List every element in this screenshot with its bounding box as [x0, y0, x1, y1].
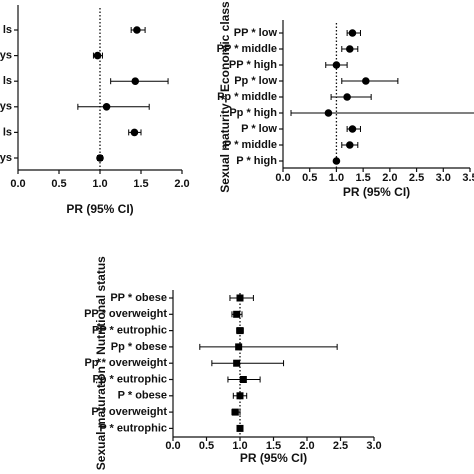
category-label: PP * middle: [217, 43, 277, 55]
category-label: PP * high: [229, 59, 277, 71]
x-tick-label: 0.0: [10, 178, 25, 190]
point: [236, 424, 244, 432]
category-label: ys: [0, 101, 12, 113]
point: [93, 51, 102, 60]
panel: [77, 8, 169, 170]
x-tick-label: 0.0: [275, 172, 290, 184]
x-axis-label: PR (95% CI): [240, 451, 307, 465]
category-label: Pp * obese: [111, 341, 167, 353]
x-tick-label: 0.5: [302, 172, 317, 184]
x-tick-label: 3.0: [436, 172, 451, 184]
category-label: ls: [3, 75, 12, 87]
x-tick-label: 3.0: [366, 440, 381, 452]
x-axis-label: PR (95% CI): [343, 185, 410, 199]
point: [343, 93, 351, 101]
x-tick-label: 0.0: [165, 440, 180, 452]
category-label: Pp * eutrophic: [92, 373, 167, 385]
point: [345, 141, 354, 149]
category-label: ls: [3, 126, 12, 138]
point: [102, 103, 111, 111]
point: [236, 327, 244, 335]
point: [348, 29, 357, 37]
point: [131, 77, 140, 85]
x-tick-label: 0.5: [199, 440, 214, 452]
category-label: P * overweight: [91, 406, 167, 418]
x-tick-label: 2.0: [174, 178, 189, 190]
x-tick-label: 2.5: [333, 440, 348, 452]
x-tick-label: 2.0: [382, 172, 397, 184]
category-label: P * high: [236, 155, 277, 167]
x-tick-label: 2.5: [409, 172, 424, 184]
point: [96, 154, 104, 162]
x-tick-label: 3.5: [462, 172, 474, 184]
point: [233, 310, 241, 318]
category-label: Pp * overweight: [84, 357, 167, 369]
category-label: P * middle: [224, 139, 277, 151]
category-label: PP * overweight: [84, 308, 167, 320]
point: [233, 359, 241, 367]
point: [345, 45, 354, 53]
x-tick-label: 1.5: [266, 440, 281, 452]
x-tick-label: 2.0: [299, 440, 314, 452]
point: [236, 294, 244, 302]
x-tick-label: 1.0: [92, 178, 107, 190]
category-label: P * obese: [118, 390, 167, 402]
category-label: Pp * high: [229, 107, 277, 119]
category-label: ls: [3, 24, 12, 36]
category-label: Pp * low: [234, 75, 277, 87]
x-tick-label: 0.5: [51, 178, 66, 190]
panel: [199, 293, 338, 437]
point: [231, 408, 239, 416]
category-label: PP * eutrophic: [92, 325, 167, 337]
point: [236, 392, 244, 400]
x-tick-label: 1.0: [329, 172, 344, 184]
x-tick-label: 1.5: [355, 172, 370, 184]
y-axis-label: Sexual maturity * Economic class: [218, 1, 232, 193]
point: [324, 109, 333, 117]
point: [348, 125, 357, 133]
panel: [290, 23, 474, 168]
point: [130, 128, 139, 137]
x-axis-label: PR (95% CI): [66, 202, 133, 216]
point: [239, 376, 247, 383]
x-tick-label: 1.5: [133, 178, 148, 190]
point: [332, 61, 341, 69]
category-label: Pp * middle: [217, 91, 277, 103]
point: [332, 157, 341, 165]
point: [133, 26, 141, 34]
category-label: ys: [0, 50, 12, 62]
category-label: PP * low: [234, 27, 278, 39]
point: [362, 77, 370, 85]
y-axis-label: Sexual maturation * Nutritional status: [94, 256, 108, 470]
category-label: P * low: [241, 123, 277, 135]
x-tick-label: 1.0: [232, 440, 247, 452]
category-label: PP * obese: [110, 292, 167, 304]
point: [235, 343, 243, 351]
category-label: P * eutrophic: [99, 422, 167, 434]
category-label: ys: [0, 152, 12, 164]
